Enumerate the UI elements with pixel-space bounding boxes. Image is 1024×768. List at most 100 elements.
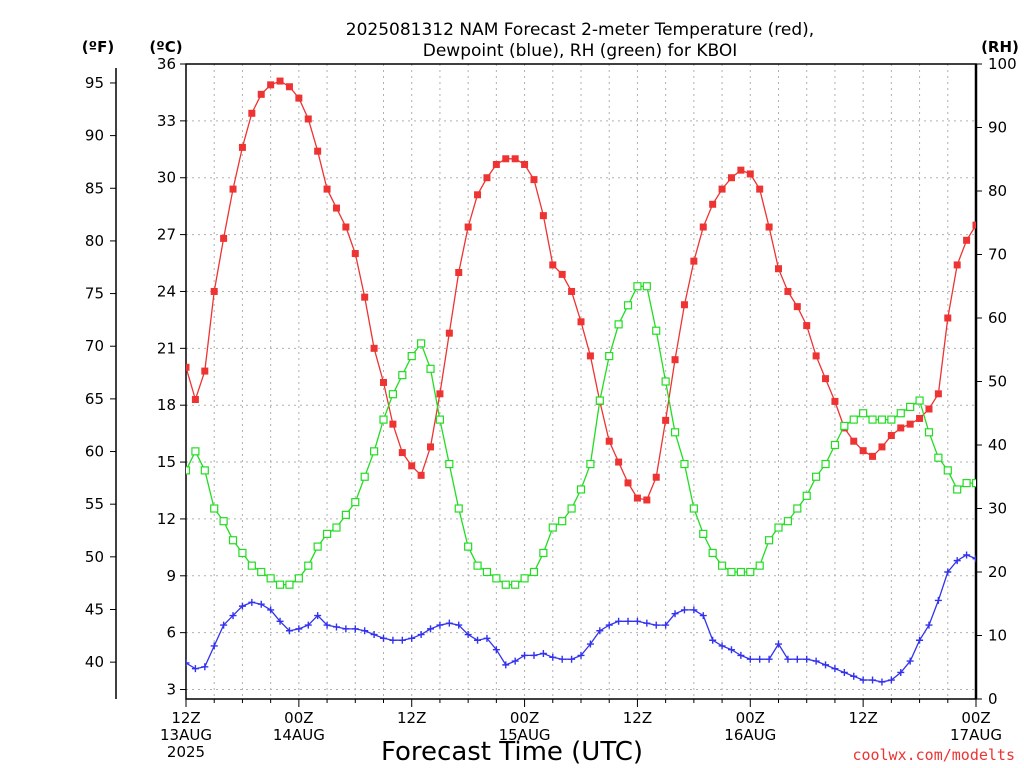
rh-point	[558, 517, 567, 526]
fahrenheit-tick-label: 85	[85, 179, 104, 197]
temperature-point	[718, 185, 726, 193]
dewpoint-point	[831, 665, 839, 673]
rh-point	[464, 542, 473, 551]
celsius-tick-label: 18	[157, 396, 176, 414]
rh-point	[576, 485, 586, 494]
rh-point	[567, 504, 576, 513]
dewpoint-point	[652, 621, 660, 629]
rh-point	[341, 510, 350, 519]
fahrenheit-tick-label: 45	[85, 600, 104, 618]
rh-point	[398, 371, 407, 380]
temperature-point	[699, 223, 707, 231]
temperature-point	[332, 204, 340, 212]
rh-tick-label: 30	[988, 500, 1007, 518]
dewpoint-point	[897, 668, 905, 676]
temperature-point	[793, 303, 801, 311]
temperature-point	[972, 221, 976, 229]
temperature-point	[248, 109, 256, 117]
dewpoint-point	[887, 676, 895, 684]
temperature-point	[229, 185, 237, 193]
dewpoint-point	[276, 617, 284, 625]
temperature-point	[464, 223, 472, 231]
grid	[186, 63, 976, 699]
rh-point	[200, 466, 209, 475]
dewpoint-point	[840, 668, 848, 676]
rh-point	[257, 567, 266, 577]
temperature-point	[944, 314, 952, 322]
temperature-point	[398, 449, 406, 457]
rh-point	[764, 536, 774, 545]
temperature-point	[238, 143, 246, 151]
fahrenheit-tick-label: 55	[85, 495, 104, 513]
rh-point	[821, 459, 830, 469]
rh-point	[736, 567, 745, 577]
rh-point	[595, 396, 604, 405]
temperature-point	[539, 212, 547, 220]
temperature-point	[577, 318, 585, 326]
dewpoint-point	[906, 657, 914, 665]
dewpoint-point	[492, 646, 500, 654]
dewpoint-point	[238, 602, 246, 610]
temperature-point	[210, 287, 218, 295]
temperature-point	[568, 287, 576, 295]
dewpoint-point	[737, 651, 745, 659]
series-line-temperature	[186, 80, 976, 501]
rh-point	[877, 415, 887, 424]
rh-point	[379, 415, 388, 424]
dewpoint-point	[793, 655, 801, 663]
dewpoint-point	[295, 625, 303, 633]
temperature-point	[822, 375, 830, 383]
dewpoint-point	[464, 631, 472, 639]
rh-tick-label: 100	[988, 55, 1017, 73]
rh-point	[774, 523, 783, 532]
rh-point	[360, 472, 369, 481]
rh-point	[369, 447, 379, 456]
dewpoint-point	[417, 631, 425, 639]
rh-point	[924, 428, 934, 437]
x-tick-label: 12Z	[171, 709, 200, 727]
rh-point	[812, 472, 821, 481]
dewpoint-point	[746, 655, 754, 663]
rh-point	[943, 466, 952, 475]
rh-tick-label: 20	[988, 563, 1007, 581]
dewpoint-point	[539, 650, 547, 658]
fahrenheit-tick-label: 90	[85, 127, 104, 145]
dewpoint-point	[445, 619, 453, 627]
rh-point	[417, 339, 426, 348]
dewpoint-point	[822, 661, 830, 669]
dewpoint-point	[784, 655, 792, 663]
rh-point	[934, 453, 943, 462]
celsius-tick-label: 6	[166, 624, 176, 642]
rh-point	[445, 459, 454, 469]
temperature-point	[361, 293, 369, 301]
dewpoint-point	[869, 676, 877, 684]
dewpoint-point	[257, 600, 265, 608]
temperature-point	[662, 416, 670, 424]
celsius-tick-label: 27	[157, 226, 176, 244]
fahrenheit-tick-label: 75	[85, 285, 104, 303]
temperature-point	[605, 437, 613, 445]
dewpoint-point	[803, 655, 811, 663]
temperature-point	[934, 390, 942, 398]
temperature-point	[709, 200, 717, 208]
rh-tick-label: 40	[988, 436, 1007, 454]
dewpoint-point	[605, 621, 613, 629]
celsius-tick-label: 12	[157, 510, 176, 528]
dewpoint-point	[850, 672, 858, 680]
temperature-point	[737, 166, 745, 174]
temperature-point	[342, 223, 350, 231]
dewpoint-point	[323, 621, 331, 629]
axes	[110, 63, 982, 707]
temperature-point	[549, 261, 557, 269]
fahrenheit-unit-label: (ºF)	[82, 38, 114, 56]
series-dewpoint	[186, 551, 976, 686]
temperature-point	[624, 479, 632, 487]
series-line-dewpoint	[186, 554, 976, 683]
rh-point	[746, 567, 755, 577]
rh-point	[247, 561, 256, 570]
temperature-point	[869, 452, 877, 460]
series	[186, 77, 976, 686]
credit-text: coolwx.com/modelts	[852, 746, 1015, 764]
rh-point	[266, 574, 275, 583]
x-tick-label: 00Z	[961, 709, 990, 727]
